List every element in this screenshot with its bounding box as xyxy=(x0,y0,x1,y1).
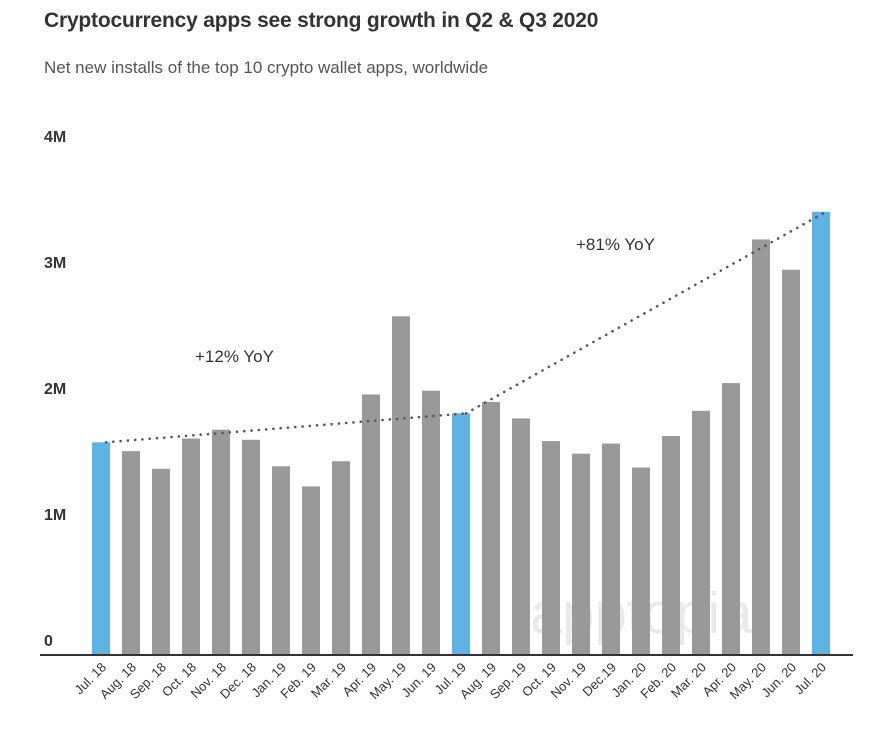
bar-aug-19 xyxy=(482,402,500,654)
bar-mar-20 xyxy=(692,410,710,654)
trend-line xyxy=(104,412,468,444)
yoy-annotation: +12% YoY xyxy=(195,347,274,366)
bar-nov-18 xyxy=(212,429,230,654)
bar-jun-20 xyxy=(782,269,800,654)
bar-oct-19 xyxy=(542,441,560,654)
yoy-annotation: +81% YoY xyxy=(576,235,655,254)
bar-jan-20 xyxy=(632,467,650,654)
chart-subtitle: Net new installs of the top 10 crypto wa… xyxy=(44,58,489,77)
bar-aug-18 xyxy=(122,451,140,654)
trend-line xyxy=(464,210,828,415)
bar-feb-20 xyxy=(662,436,680,654)
bar-nov-19 xyxy=(572,453,590,654)
bars-group xyxy=(92,211,830,655)
y-tick-label: 0 xyxy=(44,633,53,650)
y-tick-label: 1M xyxy=(44,507,66,524)
x-tick-label: Jul. 20 xyxy=(791,660,829,698)
bar-feb-19 xyxy=(302,486,320,654)
bar-sep-19 xyxy=(512,418,530,654)
bar-may-19 xyxy=(392,316,410,654)
bar-mar-19 xyxy=(332,461,350,654)
bar-jun-19 xyxy=(422,390,440,654)
bar-dec-19 xyxy=(602,443,620,654)
trend-lines-group xyxy=(104,210,828,444)
y-tick-label: 3M xyxy=(44,255,66,272)
bar-dec-18 xyxy=(242,439,260,654)
bar-may-20 xyxy=(752,239,770,654)
bar-apr-19 xyxy=(362,394,380,654)
chart-title: Cryptocurrency apps see strong growth in… xyxy=(44,9,599,32)
bar-apr-20 xyxy=(722,383,740,654)
y-axis: 0 1M 2M 3M 4M xyxy=(44,129,66,650)
y-tick-label: 2M xyxy=(44,381,66,398)
bar-oct-18 xyxy=(182,438,200,654)
annotations-group: +12% YoY +81% YoY xyxy=(195,235,655,366)
bar-sep-18 xyxy=(152,468,170,654)
bar-jan-19 xyxy=(272,466,290,654)
y-tick-label: 4M xyxy=(44,129,66,146)
bar-jul-20 xyxy=(812,211,830,655)
bar-jul-19 xyxy=(452,413,470,654)
bar-jul-18 xyxy=(92,442,110,654)
